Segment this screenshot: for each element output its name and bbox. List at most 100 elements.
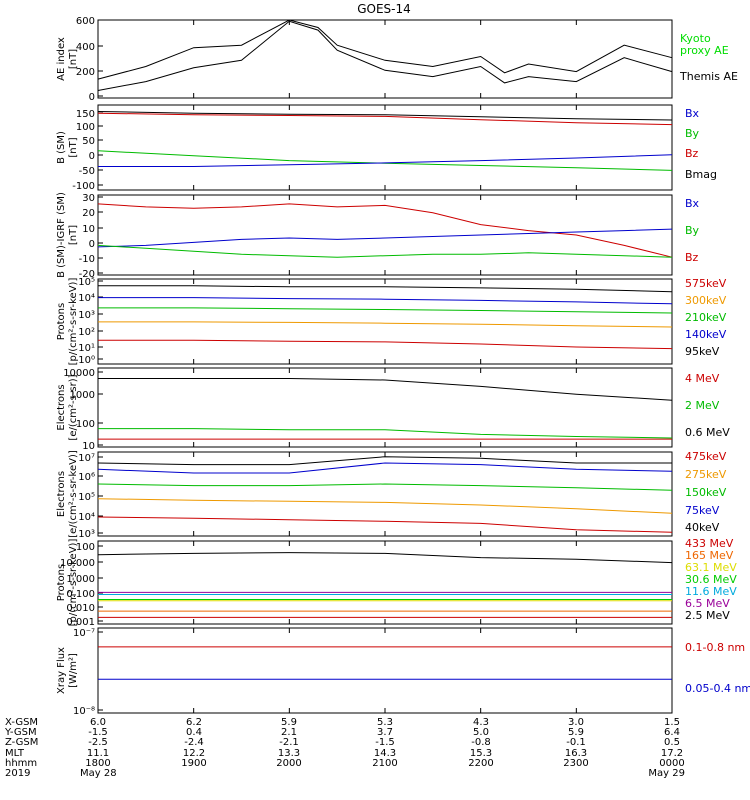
y-tick-label: -20 <box>79 269 95 280</box>
legend-bx: Bx <box>685 197 700 210</box>
footer-cell: 5.3 <box>377 717 393 728</box>
footer-row-label: hhmm <box>5 758 37 769</box>
legend-140kev: 140keV <box>685 328 727 341</box>
y-axis-label: AE index <box>56 37 67 81</box>
plot-title: GOES-14 <box>357 2 411 16</box>
footer-cell: -0.8 <box>471 737 491 748</box>
y-tick-label: 10⁰ <box>78 355 95 366</box>
footer-cell: 1.5 <box>664 717 680 728</box>
y-tick-label: 10000 <box>63 368 95 379</box>
footer-cell: 15.3 <box>470 748 492 759</box>
footer-cell: 2100 <box>372 758 397 769</box>
y-tick-label: 10⁷ <box>78 453 95 464</box>
footer-cell: 5.9 <box>568 727 584 738</box>
footer-cell: -1.5 <box>375 737 395 748</box>
footer-cell: 1900 <box>181 758 206 769</box>
footer-cell: 17.2 <box>661 748 683 759</box>
panel-electrons_diff: 10⁷ 10⁶ 10⁵ 10⁴ 10³ Electrons [e/(cm²-s-sr-keV… <box>56 450 727 540</box>
series-line-575kev <box>98 339 673 350</box>
legend-bz: Bz <box>685 147 699 160</box>
y-axis-label: [e/(cm²-s-sr-keV)] <box>68 450 79 538</box>
legend-0-6-mev: 0.6 MeV <box>685 426 730 439</box>
footer-cell: 3.0 <box>568 717 584 728</box>
y-axis-label: Protons <box>56 303 67 340</box>
legend-75kev: 75keV <box>685 504 720 517</box>
y-axis-label: Electrons <box>56 471 67 517</box>
series-line-140kev <box>98 297 673 305</box>
y-axis-label: [p/(cm²-s-sr-keV)] <box>68 278 79 366</box>
footer-row-label: 2019 <box>5 768 30 779</box>
legend-30-6-mev: 30.6 MeV <box>685 573 737 586</box>
y-axis-label: [nT] <box>68 137 79 157</box>
y-tick-label: 10 <box>82 441 95 452</box>
footer-cell: May 29 <box>648 768 685 779</box>
legend-bx: Bx <box>685 107 700 120</box>
footer-cell: 6.2 <box>186 717 202 728</box>
legend-2-5-mev: 2.5 MeV <box>685 609 730 622</box>
y-axis-label: Protons <box>56 564 67 601</box>
y-axis-label: B (SM)-IGRF (SM) <box>56 192 67 278</box>
y-tick-label: -100 <box>72 181 95 192</box>
y-tick-label: 200 <box>76 67 95 78</box>
series-line-40kev <box>97 456 672 466</box>
footer-cell: -1.5 <box>88 727 108 738</box>
y-tick-label: 100 <box>76 122 95 133</box>
series-line-95kev <box>98 285 673 293</box>
footer-cell: 0.5 <box>664 737 680 748</box>
series-line-by <box>97 150 673 171</box>
series-line-bmag <box>97 111 673 121</box>
panel-frame <box>97 104 673 191</box>
legend-themis-ae: Themis AE <box>679 70 738 83</box>
series-line-bz <box>97 203 673 258</box>
panel-protons_high: 100 10.000 1.000 0.100 0.010 0.001 Protons [p/(… <box>56 537 737 628</box>
y-tick-label: 0 <box>89 92 95 103</box>
y-tick-label: 10⁴ <box>78 293 95 304</box>
footer-cell: 12.2 <box>183 748 205 759</box>
y-tick-label: 10⁶ <box>78 472 95 483</box>
legend-6-5-mev: 6.5 MeV <box>685 597 730 610</box>
footer-cell: -2.4 <box>184 737 204 748</box>
footer-cell: 2.1 <box>281 727 297 738</box>
y-tick-label: 1000 <box>70 390 95 401</box>
y-tick-label: -10 <box>79 254 95 265</box>
y-tick-label: 600 <box>76 16 95 27</box>
footer-cell: May 28 <box>80 768 117 779</box>
panel-bsm: 150 100 50 0 -50 -100 B (SM) [nT] Bx By Bz Bmag <box>56 104 717 192</box>
legend-0-1-0-8-nm: 0.1-0.8 nm <box>685 641 745 654</box>
series-line-bz <box>97 112 673 126</box>
y-tick-label: 10³ <box>78 529 95 540</box>
footer-row-label: MLT <box>5 748 25 759</box>
series-line-2-5-mev <box>97 552 673 564</box>
panel-frame <box>97 194 673 276</box>
footer-row-label: Z-GSM <box>5 737 38 748</box>
y-tick-label: 0 <box>89 239 95 250</box>
legend-2-mev: 2 MeV <box>685 399 720 412</box>
footer-cell: 3.7 <box>377 727 393 738</box>
legend-by: By <box>685 127 700 140</box>
y-axis-label: Electrons <box>56 384 67 430</box>
y-tick-label: 20 <box>82 208 95 219</box>
footer-cell: 2300 <box>563 758 588 769</box>
footer-cell: 2000 <box>276 758 301 769</box>
legend-kyoto: Kyoto <box>680 32 711 45</box>
footer-cell: 11.1 <box>87 748 109 759</box>
y-tick-label: 30 <box>82 193 95 204</box>
y-tick-label: -50 <box>79 166 95 177</box>
series-line-kyoto-proxy-ae <box>97 20 673 91</box>
footer-cell: -2.5 <box>88 737 108 748</box>
legend-40kev: 40keV <box>685 521 720 534</box>
y-tick-label: 100 <box>76 542 95 553</box>
footer-cell: 0.4 <box>186 727 202 738</box>
y-axis-label: [nT] <box>68 225 79 245</box>
legend-proxy-ae: proxy AE <box>680 44 729 57</box>
footer-cell: 5.9 <box>281 717 297 728</box>
series-line-300kev <box>98 321 673 328</box>
footer-row-label: Y-GSM <box>4 727 37 738</box>
series-line-275kev <box>97 498 673 514</box>
series-line-by <box>97 244 673 258</box>
y-axis-label: [W/m²] <box>68 653 79 688</box>
legend-300kev: 300keV <box>685 294 727 307</box>
